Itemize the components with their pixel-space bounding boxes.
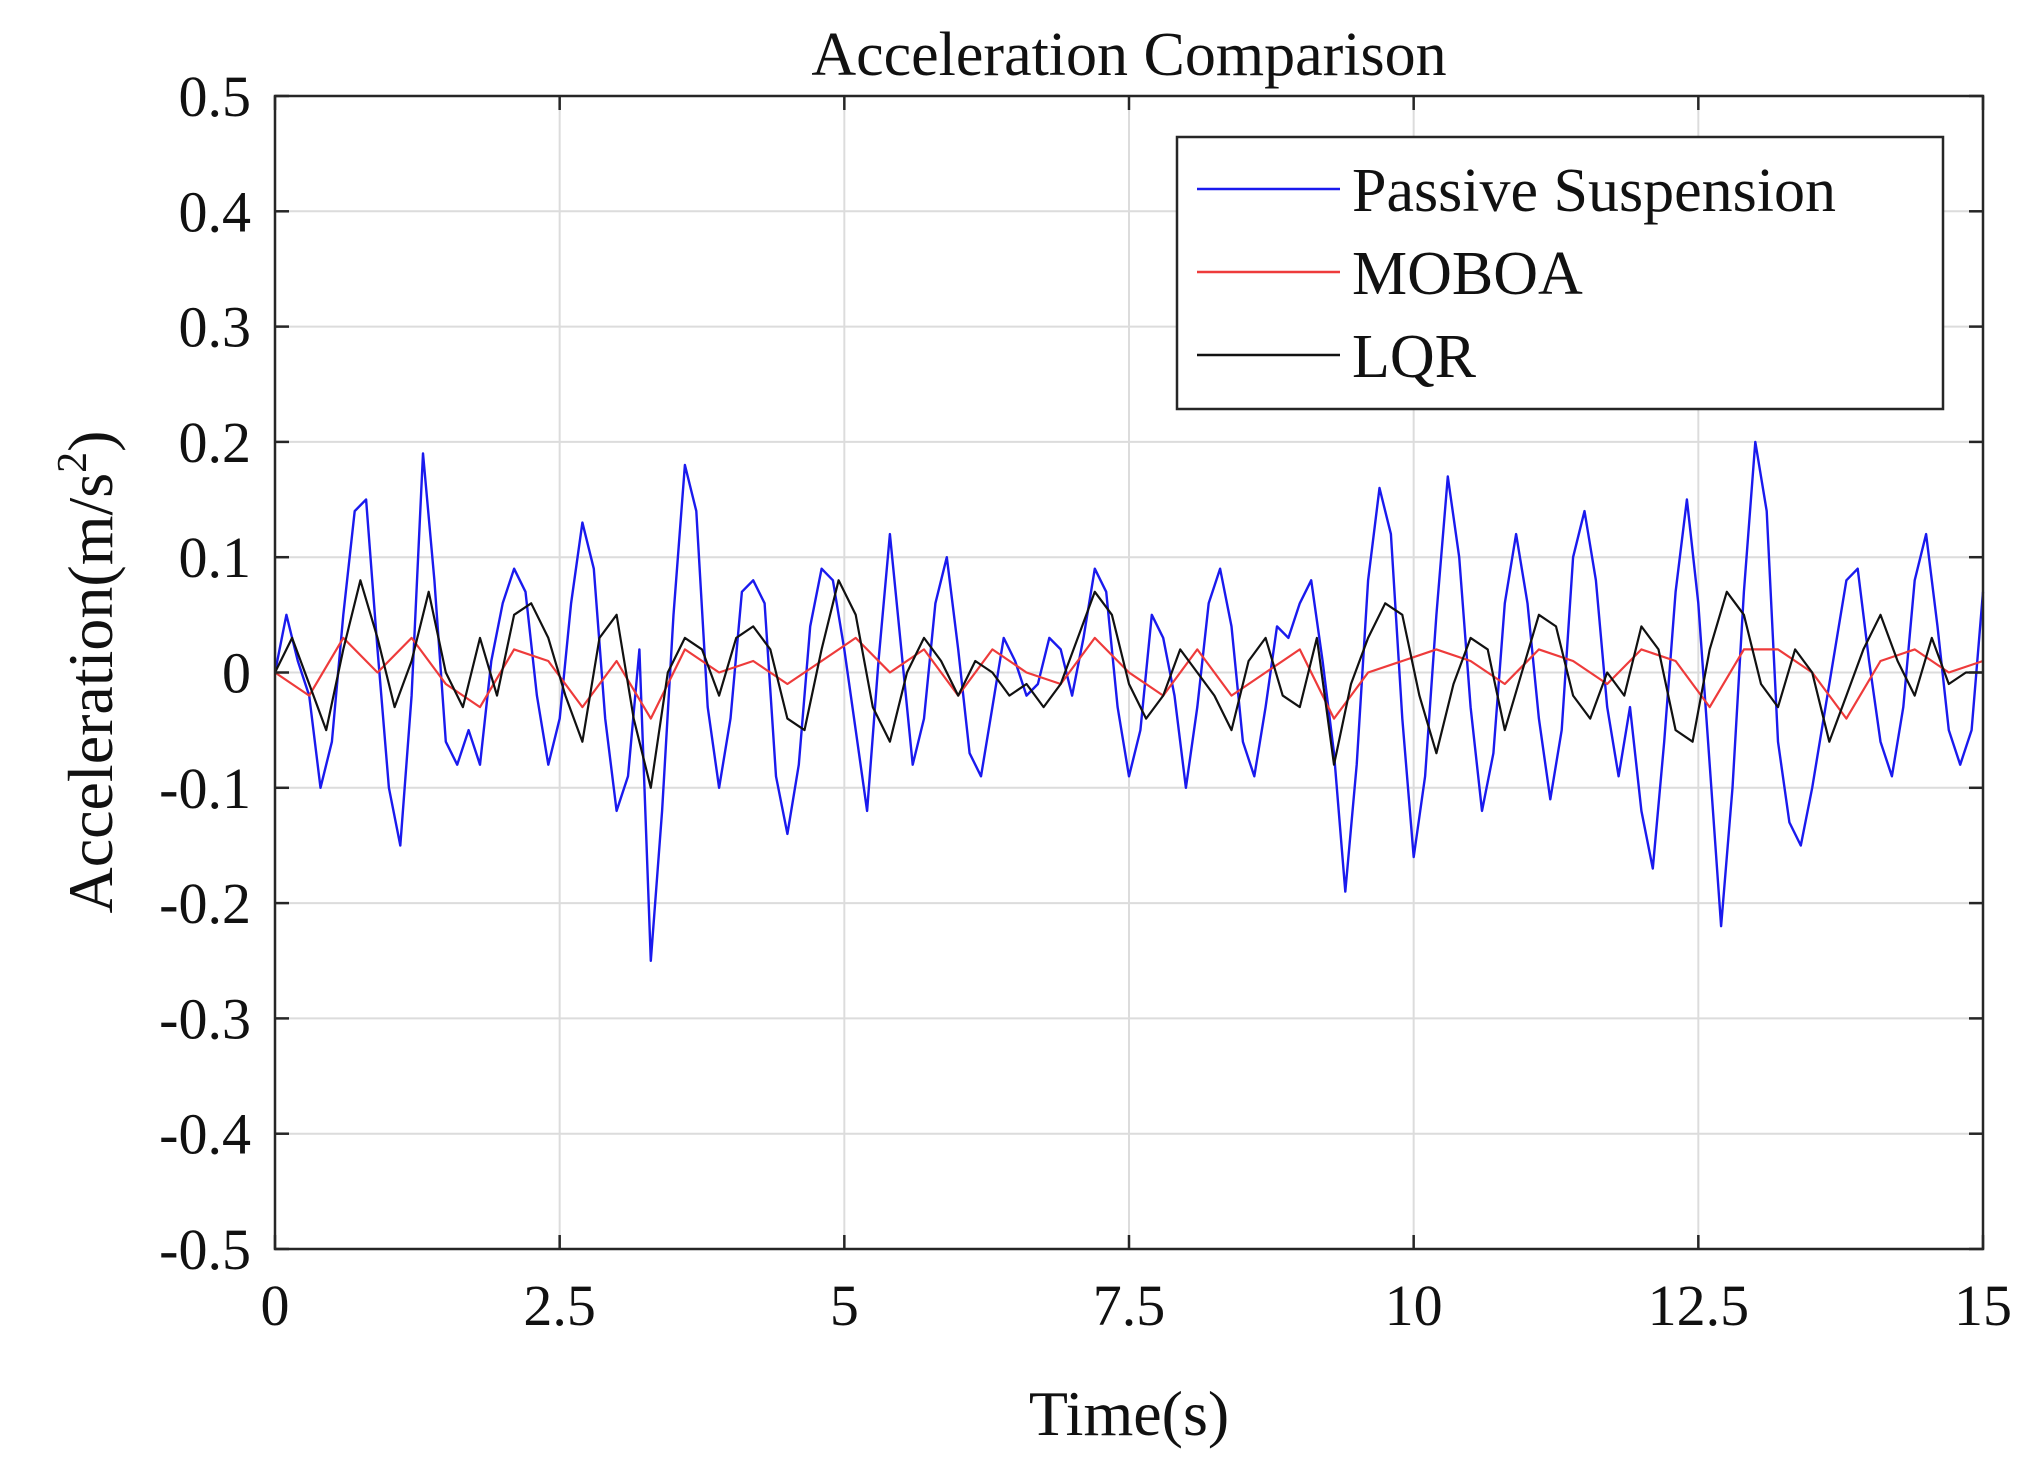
- legend-label-moboa: MOBOA: [1352, 240, 1583, 308]
- x-tick-label: 5: [830, 1273, 859, 1338]
- tick-marks: [273, 94, 1985, 1251]
- y-axis-label-main: Acceleration(m/s: [55, 473, 126, 914]
- series-line-lqr: [274, 579, 1983, 789]
- y-tick-label: -0.4: [159, 1102, 251, 1167]
- y-tick-label: 0.5: [179, 64, 252, 129]
- y-axis-label-superscript: 2: [50, 452, 96, 473]
- y-tick-label: -0.3: [159, 986, 251, 1051]
- y-tick-label: -0.1: [159, 756, 251, 821]
- y-axis-label: Acceleration(m/s2): [50, 431, 126, 914]
- y-tick-labels: 0.5 0.4 0.3 0.2 0.1 0 -0.1 -0.2 -0.3 -0.4 -0.5: [159, 64, 251, 1282]
- x-axis-label: Time(s): [1029, 1378, 1229, 1449]
- legend-label-passive-suspension: Passive Suspension: [1352, 157, 1836, 225]
- x-tick-label: 0: [261, 1273, 290, 1338]
- y-tick-label: 0.4: [179, 179, 252, 244]
- y-tick-label: 0: [222, 641, 251, 706]
- legend: Passive Suspension MOBOA LQR: [1175, 135, 1945, 411]
- y-axis-label-close: ): [55, 431, 126, 452]
- legend-label-lqr: LQR: [1352, 323, 1477, 391]
- chart-title: Acceleration Comparison: [811, 21, 1446, 89]
- x-tick-label: 12.5: [1648, 1273, 1750, 1338]
- y-tick-label: 0.1: [179, 525, 252, 590]
- x-tick-label: 10: [1385, 1273, 1443, 1338]
- y-tick-label: 0.3: [179, 295, 252, 360]
- x-tick-label: 15: [1954, 1273, 2012, 1338]
- series-line-passive-suspension: [273, 440, 1985, 962]
- x-tick-labels: 0 2.5 5 7.5 10 12.5 15: [261, 1273, 2013, 1338]
- x-tick-label: 2.5: [523, 1273, 596, 1338]
- series-lines: [273, 440, 1985, 962]
- y-tick-label: 0.2: [179, 410, 252, 475]
- x-tick-label: 7.5: [1093, 1273, 1166, 1338]
- y-tick-label: -0.2: [159, 871, 251, 936]
- y-tick-label: -0.5: [159, 1217, 251, 1282]
